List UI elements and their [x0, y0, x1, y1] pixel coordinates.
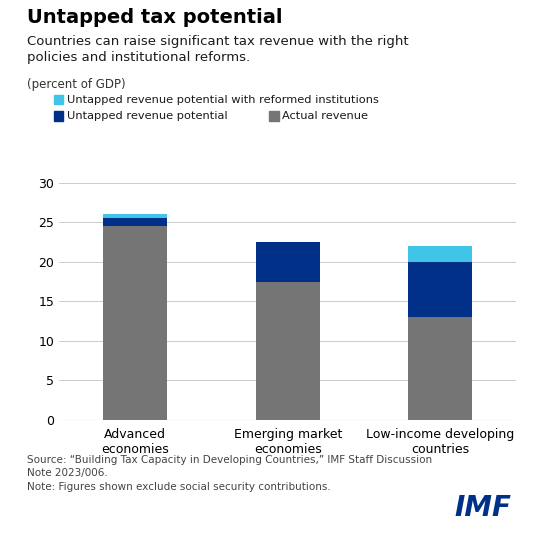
Bar: [256, 281, 320, 420]
Text: Source: “Building Tax Capacity in Developing Countries,” IMF Staff Discussion
No: Source: “Building Tax Capacity in Develo…: [27, 455, 432, 492]
Text: Untapped tax potential: Untapped tax potential: [27, 8, 282, 27]
Text: Actual revenue: Actual revenue: [282, 111, 369, 121]
Bar: [256, 242, 320, 281]
Text: Untapped revenue potential: Untapped revenue potential: [67, 111, 228, 121]
Bar: [408, 246, 472, 262]
Text: Countries can raise significant tax revenue with the right
policies and institut: Countries can raise significant tax reve…: [27, 35, 408, 65]
Bar: [103, 218, 167, 226]
Bar: [103, 215, 167, 218]
Text: (percent of GDP): (percent of GDP): [27, 78, 125, 91]
Text: IMF: IMF: [454, 494, 511, 522]
Bar: [103, 226, 167, 420]
Bar: [408, 262, 472, 317]
Bar: [408, 317, 472, 420]
Text: Untapped revenue potential with reformed institutions: Untapped revenue potential with reformed…: [67, 95, 379, 104]
